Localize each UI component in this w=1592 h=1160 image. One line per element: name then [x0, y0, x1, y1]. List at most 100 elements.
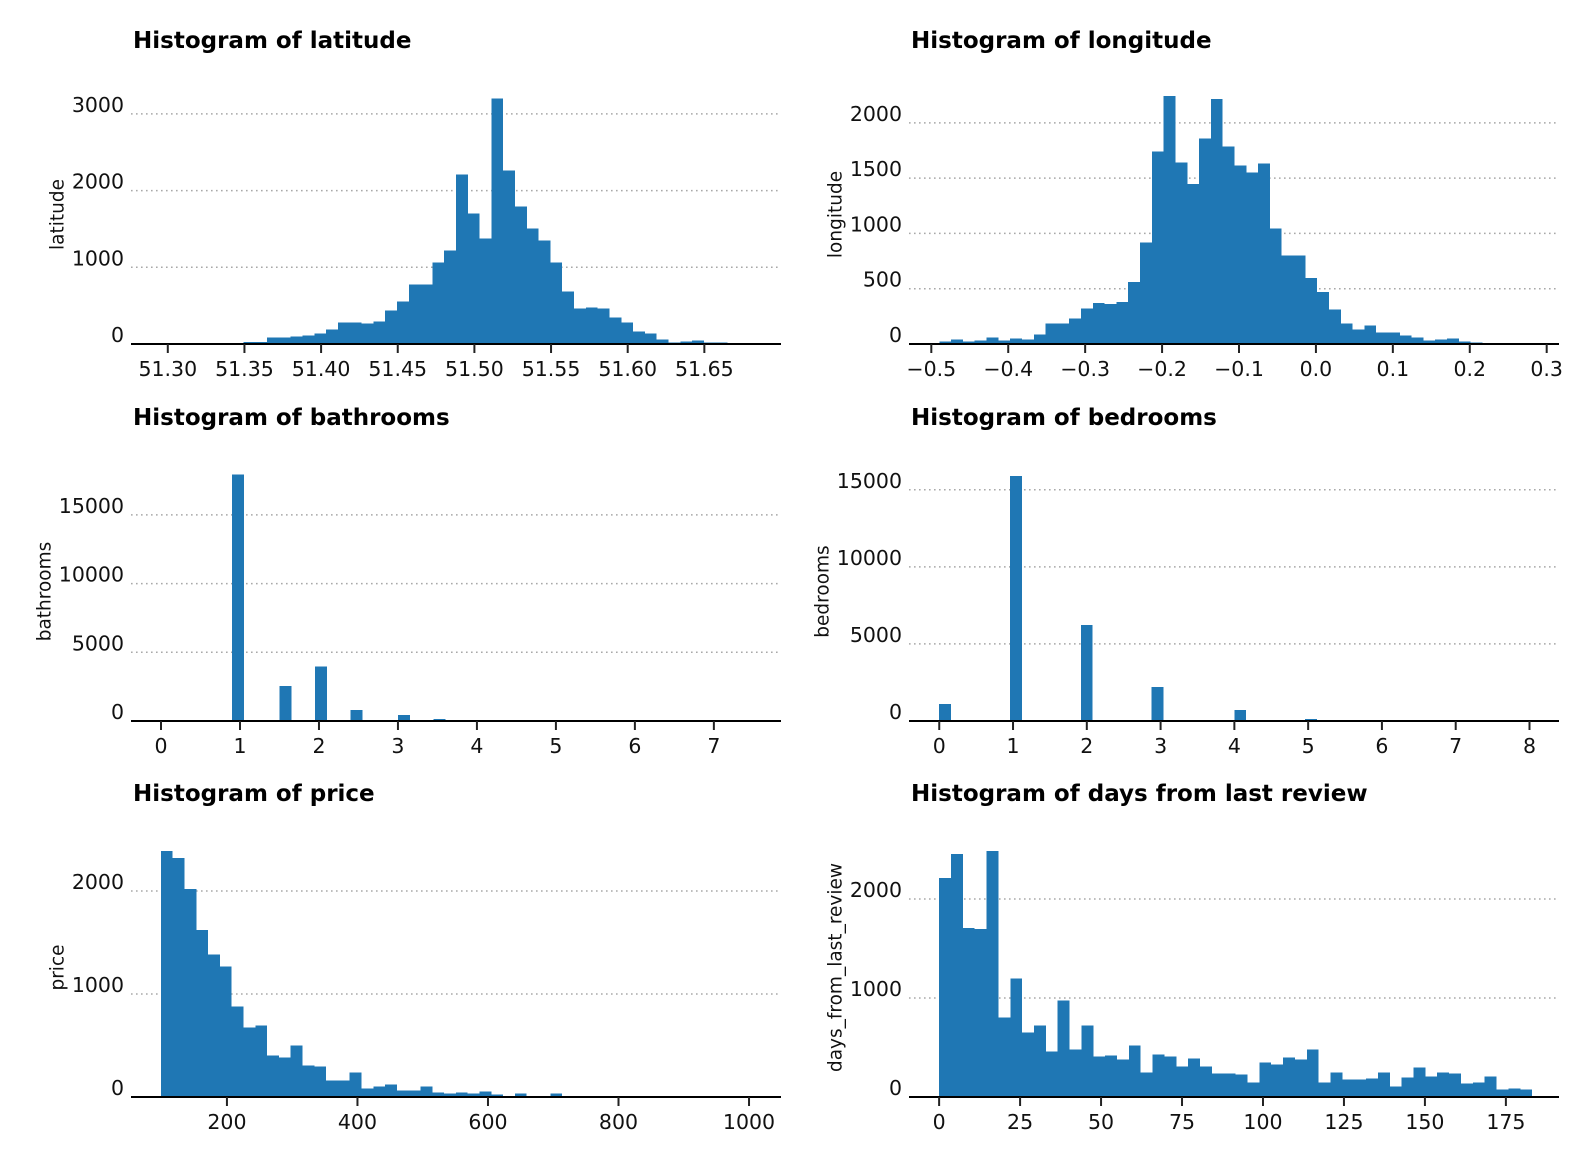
- histogram-bar: [337, 1080, 350, 1097]
- panel-price: Histogram of price 0 1000 2000 price 200 400 60…: [48, 781, 781, 1134]
- histogram-bar: [337, 322, 350, 344]
- histogram-bar: [1022, 1032, 1034, 1097]
- histogram-bar: [550, 262, 563, 344]
- panel-bedrooms: Histogram of bedrooms 0 5000 10000 15000 bedr…: [813, 405, 1559, 758]
- histogram-bar: [467, 213, 480, 344]
- histogram-bar: [196, 930, 209, 1097]
- histogram-bar: [939, 341, 952, 344]
- y-tick-label: 10000: [59, 563, 124, 587]
- x-tick-label: 1: [233, 734, 246, 758]
- histogram-bar: [1021, 339, 1034, 344]
- histogram-bar: [456, 174, 468, 344]
- histogram-bar: [231, 1006, 244, 1097]
- histogram-bar: [1269, 228, 1282, 344]
- histogram-bar: [1283, 1057, 1295, 1097]
- histogram-bar: [1247, 1082, 1260, 1097]
- histogram-bar: [692, 340, 704, 344]
- histogram-bar: [314, 1066, 327, 1097]
- histogram-bar: [408, 284, 421, 344]
- histogram-bar: [361, 1088, 374, 1097]
- x-tick-label: 51.40: [292, 357, 351, 381]
- x-tick-label: −0.4: [983, 357, 1033, 381]
- histogram-bar: [1033, 1025, 1046, 1097]
- y-tick-label: 0: [111, 323, 124, 347]
- y-tick-label: 0: [889, 323, 902, 347]
- y-tick-label: 0: [111, 700, 124, 724]
- histogram-bar: [1472, 1082, 1485, 1097]
- y-tick-label: 5000: [72, 631, 124, 655]
- x-tick-label: 400: [338, 1110, 377, 1134]
- y-axis-label: days_from_last_review: [826, 863, 847, 1072]
- histogram-bar: [1399, 335, 1412, 344]
- histogram-bar: [1140, 1072, 1153, 1097]
- histogram-bar: [373, 1086, 386, 1097]
- histogram-bar: [1211, 1073, 1224, 1097]
- histogram-bar: [1330, 1072, 1343, 1097]
- x-tick-label: 0.1: [1377, 357, 1410, 381]
- histogram-bar: [184, 889, 197, 1097]
- x-tick-label: 125: [1324, 1110, 1363, 1134]
- x-tick-label: 600: [468, 1110, 507, 1134]
- histogram-bar: [950, 853, 963, 1097]
- histogram-bar: [1069, 1049, 1082, 1097]
- x-tick-label: 6: [1375, 734, 1388, 758]
- histogram-bar: [1352, 329, 1365, 344]
- histogram-bar: [1435, 339, 1448, 344]
- x-tick-label: 4: [470, 734, 483, 758]
- x-tick-label: −0.5: [906, 357, 956, 381]
- x-tick-label: 8: [1523, 734, 1536, 758]
- histogram-bar: [1010, 978, 1023, 1097]
- histogram-bar: [172, 857, 185, 1097]
- chart-title: Histogram of longitude: [911, 28, 1212, 54]
- x-tick-label: 51.65: [675, 357, 734, 381]
- histogram-bar: [1210, 98, 1223, 345]
- histogram-bar: [315, 666, 327, 721]
- histogram-bar: [1293, 255, 1306, 344]
- histogram-bar: [1376, 332, 1388, 344]
- histogram-bar: [290, 336, 303, 344]
- histogram-bar: [302, 1065, 315, 1097]
- histogram-bar: [1508, 1088, 1521, 1097]
- chart-title: Histogram of bedrooms: [911, 405, 1217, 431]
- y-tick-label: 2000: [850, 878, 902, 902]
- histogram-bar: [585, 307, 598, 344]
- histogram-bar: [433, 718, 446, 721]
- histogram-bar: [491, 98, 504, 344]
- histogram-bar: [597, 308, 610, 344]
- x-tick-label: 4: [1228, 734, 1241, 758]
- y-tick-label: 15000: [837, 469, 902, 493]
- histogram-bar: [1294, 1059, 1307, 1097]
- histogram-bar: [1318, 1082, 1331, 1097]
- y-tick-label: 1500: [850, 157, 902, 181]
- histogram-bar: [515, 206, 527, 344]
- histogram-bar: [1140, 242, 1152, 344]
- x-tick-label: 3: [1154, 734, 1167, 758]
- histogram-bar: [998, 1017, 1011, 1097]
- x-tick-label: 800: [599, 1110, 638, 1134]
- histogram-bar: [278, 337, 291, 344]
- histogram-bar: [243, 1027, 256, 1097]
- histogram-bar: [444, 250, 456, 344]
- histogram-bar: [219, 966, 232, 1097]
- histogram-bar: [444, 1093, 456, 1097]
- histogram-bar: [1081, 308, 1093, 344]
- y-axis-label: longitude: [826, 171, 847, 258]
- x-tick-label: 100: [1243, 1110, 1282, 1134]
- histogram-bar: [974, 929, 987, 1097]
- histogram-bar: [467, 1093, 480, 1097]
- x-tick-label: 51.35: [215, 357, 274, 381]
- histogram-bar: [621, 322, 634, 344]
- histogram-bar: [1305, 718, 1318, 721]
- histogram-bar: [278, 1057, 291, 1097]
- x-tick-label: 0.2: [1453, 357, 1486, 381]
- histogram-bar: [208, 954, 220, 1097]
- y-tick-label: 3000: [72, 93, 124, 117]
- histogram-bar: [396, 1090, 409, 1097]
- y-tick-label: 2000: [72, 870, 124, 894]
- histogram-bar: [1271, 1064, 1284, 1097]
- histogram-bar: [998, 340, 1011, 344]
- histogram-bar: [1342, 1079, 1355, 1097]
- y-tick-label: 10000: [837, 546, 902, 570]
- y-tick-label: 15000: [59, 494, 124, 518]
- histogram-bar: [974, 340, 987, 344]
